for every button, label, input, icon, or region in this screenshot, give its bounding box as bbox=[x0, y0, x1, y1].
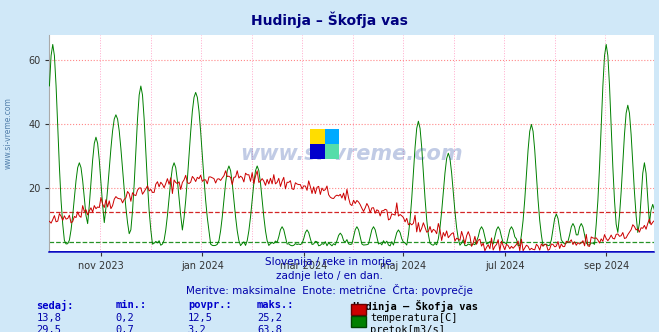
Text: Hudinja – Škofja vas: Hudinja – Škofja vas bbox=[353, 300, 478, 312]
Text: zadnje leto / en dan.: zadnje leto / en dan. bbox=[276, 271, 383, 281]
Text: www.si-vreme.com: www.si-vreme.com bbox=[4, 97, 13, 169]
Text: Hudinja – Škofja vas: Hudinja – Škofja vas bbox=[251, 12, 408, 28]
Text: 3,2: 3,2 bbox=[188, 325, 206, 332]
Bar bbox=[310, 129, 325, 144]
Bar bbox=[325, 129, 339, 144]
Text: 25,2: 25,2 bbox=[257, 313, 282, 323]
Text: www.si-vreme.com: www.si-vreme.com bbox=[241, 144, 463, 164]
Text: 13,8: 13,8 bbox=[36, 313, 61, 323]
Text: min.:: min.: bbox=[115, 300, 146, 310]
Text: 63,8: 63,8 bbox=[257, 325, 282, 332]
Bar bbox=[325, 144, 339, 159]
Text: sedaj:: sedaj: bbox=[36, 300, 74, 311]
Text: 29,5: 29,5 bbox=[36, 325, 61, 332]
Text: 0,2: 0,2 bbox=[115, 313, 134, 323]
Text: 12,5: 12,5 bbox=[188, 313, 213, 323]
Text: pretok[m3/s]: pretok[m3/s] bbox=[370, 325, 445, 332]
Text: Slovenija / reke in morje.: Slovenija / reke in morje. bbox=[264, 257, 395, 267]
Text: povpr.:: povpr.: bbox=[188, 300, 231, 310]
Text: 0,7: 0,7 bbox=[115, 325, 134, 332]
Text: Meritve: maksimalne  Enote: metrične  Črta: povprečje: Meritve: maksimalne Enote: metrične Črta… bbox=[186, 284, 473, 296]
Bar bbox=[310, 144, 325, 159]
Text: temperatura[C]: temperatura[C] bbox=[370, 313, 458, 323]
Text: maks.:: maks.: bbox=[257, 300, 295, 310]
